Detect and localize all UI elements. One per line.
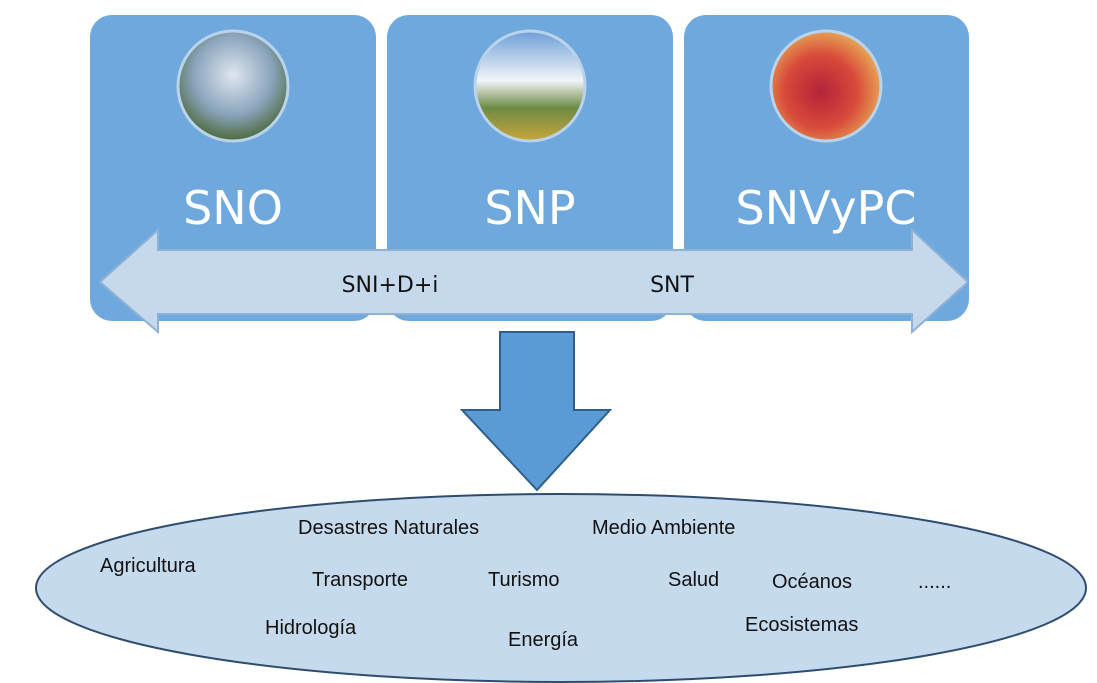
diagram: SNO SNP SNVyPC SNI+D+i SNT Desastres Nat…: [0, 0, 1097, 683]
sector-label: ......: [918, 571, 951, 593]
system-label: SNVyPC: [736, 181, 917, 235]
system-label: SNO: [183, 181, 283, 235]
sector-label: Energía: [508, 629, 579, 651]
sector-label: Océanos: [772, 571, 852, 593]
system-label: SNP: [484, 181, 575, 235]
sector-label: Medio Ambiente: [592, 517, 735, 539]
down-arrow: [462, 332, 610, 490]
system-image: [475, 31, 585, 141]
sector-label: Desastres Naturales: [298, 517, 479, 539]
sector-label: Hidrología: [265, 617, 357, 639]
system-image: [178, 31, 288, 141]
sector-label: Ecosistemas: [745, 614, 858, 636]
arrow-label: SNI+D+i: [342, 273, 439, 298]
arrow-label: SNT: [650, 273, 694, 298]
sector-label: Salud: [668, 569, 719, 591]
sector-label: Agricultura: [100, 555, 196, 577]
sector-label: Turismo: [488, 569, 559, 591]
system-image: [771, 31, 881, 141]
sector-label: Transporte: [312, 569, 408, 591]
